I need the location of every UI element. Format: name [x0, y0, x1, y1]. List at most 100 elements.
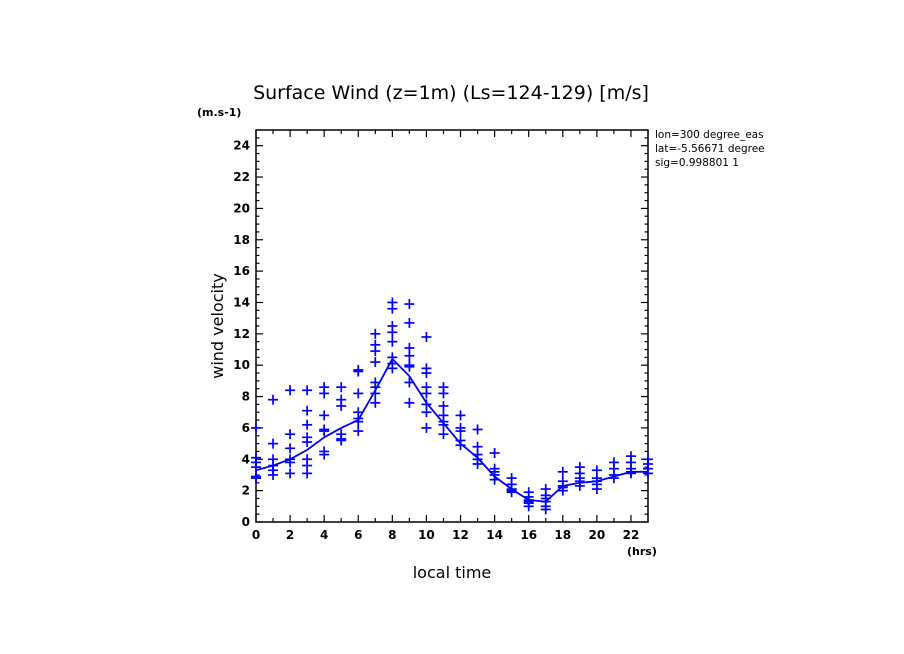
data-point: [404, 299, 415, 310]
data-point: [336, 400, 347, 411]
data-point: [643, 468, 653, 479]
data-point: [387, 336, 398, 347]
x-tick-label: 18: [554, 528, 571, 542]
data-point: [387, 303, 398, 314]
data-point: [370, 346, 381, 357]
y-units-label: (m.s-1): [197, 106, 241, 119]
data-point: [285, 468, 296, 479]
y-tick-label: 14: [233, 295, 250, 309]
data-point: [353, 416, 364, 427]
data-point: [421, 388, 432, 399]
data-point: [370, 357, 381, 368]
x-tick-label: 4: [320, 528, 328, 542]
data-point: [455, 440, 466, 451]
y-tick-label: 6: [242, 421, 250, 435]
info-sig: sig=0.998801 1: [655, 157, 739, 169]
data-point: [302, 385, 313, 396]
x-tick-label: 12: [452, 528, 469, 542]
data-point: [251, 422, 261, 433]
y-tick-label: 4: [242, 452, 250, 466]
data-point: [370, 388, 381, 399]
y-axis-title: wind velocity: [208, 273, 227, 378]
data-point: [251, 462, 261, 473]
data-point: [268, 469, 279, 480]
data-point: [421, 407, 432, 418]
data-point: [438, 429, 449, 440]
data-point: [387, 363, 398, 374]
data-point: [540, 504, 551, 515]
data-point: [557, 485, 568, 496]
y-tick-label: 2: [242, 484, 250, 498]
x-tick-label: 20: [589, 528, 606, 542]
x-tick-label: 8: [388, 528, 396, 542]
data-point: [455, 426, 466, 437]
data-point: [336, 382, 347, 393]
info-lat: lat=-5.56671 degree: [655, 143, 765, 155]
data-point: [421, 422, 432, 433]
y-tick-label: 18: [233, 233, 250, 247]
data-point: [438, 419, 449, 430]
data-point: [421, 331, 432, 342]
data-point: [353, 366, 364, 377]
data-point: [472, 458, 483, 469]
data-point: [574, 480, 585, 491]
data-point: [404, 361, 415, 372]
data-point: [523, 501, 534, 512]
data-point: [557, 466, 568, 477]
data-point: [438, 388, 449, 399]
x-tick-label: 2: [286, 528, 294, 542]
data-point: [302, 419, 313, 430]
y-tick-label: 22: [233, 170, 250, 184]
data-point: [438, 400, 449, 411]
data-point: [353, 388, 364, 399]
data-point: [319, 449, 330, 460]
data-point: [404, 317, 415, 328]
x-axis: 0 2 4 6 8 10 12 14 16 18 20 22: [252, 130, 649, 542]
data-point: [625, 468, 636, 479]
data-point: [268, 394, 279, 405]
data-point: [285, 457, 296, 468]
x-axis-title: local time: [413, 563, 492, 582]
data-point: [285, 429, 296, 440]
mean-line: [255, 357, 648, 503]
x-tick-label: 16: [520, 528, 537, 542]
x-tick-label: 22: [623, 528, 640, 542]
data-point: [370, 328, 381, 339]
y-tick-label: 24: [233, 139, 250, 153]
data-point: [472, 424, 483, 435]
data-point: [251, 471, 261, 482]
data-point: [404, 377, 415, 388]
data-point: [353, 426, 364, 437]
data-point: [455, 410, 466, 421]
data-point: [404, 350, 415, 361]
data-point: [302, 405, 313, 416]
data-point: [421, 368, 432, 379]
data-point: [268, 438, 279, 449]
y-tick-label: 8: [242, 390, 250, 404]
info-lon: lon=300 degree_eas: [655, 129, 764, 141]
data-point: [591, 484, 602, 495]
data-point: [285, 385, 296, 396]
y-tick-label: 20: [233, 201, 250, 215]
x-tick-label: 0: [252, 528, 260, 542]
data-point: [489, 474, 500, 485]
x-units-label: (hrs): [627, 545, 657, 558]
data-point: [319, 426, 330, 437]
y-tick-label: 12: [233, 327, 250, 341]
data-point: [302, 437, 313, 448]
x-tick-label: 14: [486, 528, 503, 542]
data-point: [506, 487, 517, 498]
data-point: [336, 435, 347, 446]
data-point: [608, 473, 619, 484]
data-point: [404, 397, 415, 408]
chart-title: Surface Wind (z=1m) (Ls=124-129) [m/s]: [253, 82, 649, 104]
info-box: lon=300 degree_eas lat=-5.56671 degree s…: [655, 129, 765, 169]
data-point: [370, 397, 381, 408]
x-tick-label: 6: [354, 528, 362, 542]
x-tick-label: 10: [418, 528, 435, 542]
data-point: [387, 327, 398, 338]
y-tick-label: 10: [233, 358, 250, 372]
